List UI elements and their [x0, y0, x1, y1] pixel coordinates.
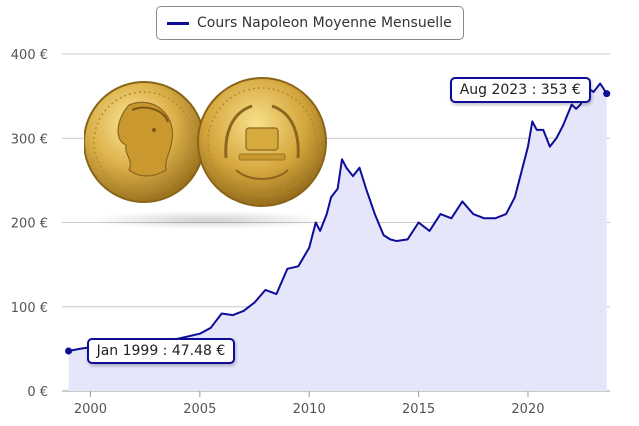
- y-tick-label: 300 €: [11, 132, 48, 147]
- series-line[interactable]: [68, 82, 608, 352]
- data-point[interactable]: [555, 137, 558, 140]
- data-point[interactable]: [220, 312, 223, 315]
- data-point[interactable]: [505, 213, 508, 216]
- data-point[interactable]: [198, 332, 201, 335]
- data-point[interactable]: [308, 246, 311, 249]
- legend-swatch: [167, 21, 189, 25]
- tooltip-end: Aug 2023 : 353 €: [449, 76, 591, 103]
- data-point[interactable]: [472, 213, 475, 216]
- data-point[interactable]: [336, 187, 339, 190]
- data-point[interactable]: [592, 90, 595, 93]
- data-point[interactable]: [351, 175, 354, 178]
- x-tick-label: 2010: [293, 402, 326, 417]
- axis-layer: 0 € 100 € 200 € 300 € 400 € 2000 2005 2010 2015 2…: [11, 48, 545, 417]
- y-tick-label: 200 €: [11, 217, 48, 232]
- napoleon-coins-image: [84, 77, 328, 229]
- data-point[interactable]: [286, 267, 289, 270]
- data-point[interactable]: [548, 145, 551, 148]
- data-point[interactable]: [358, 166, 361, 169]
- data-point[interactable]: [345, 166, 348, 169]
- y-tick-label: 400 €: [11, 48, 48, 63]
- legend-label: Cours Napoleon Moyenne Mensuelle: [197, 15, 452, 31]
- data-point[interactable]: [526, 145, 529, 148]
- data-point[interactable]: [242, 309, 245, 312]
- data-point[interactable]: [382, 234, 385, 237]
- data-point[interactable]: [231, 314, 234, 317]
- data-point[interactable]: [209, 326, 212, 329]
- data-point[interactable]: [542, 128, 545, 131]
- data-point[interactable]: [579, 103, 582, 106]
- tooltip-start: Jan 1999 : 47.48 €: [86, 337, 236, 364]
- x-tick-label: 2015: [402, 402, 435, 417]
- data-point[interactable]: [531, 120, 534, 123]
- data-point[interactable]: [365, 187, 368, 190]
- data-point[interactable]: [520, 170, 523, 173]
- coin-reverse: [197, 77, 327, 207]
- data-point[interactable]: [570, 103, 573, 106]
- data-point[interactable]: [253, 301, 256, 304]
- data-point[interactable]: [389, 238, 392, 241]
- annotation-marker[interactable]: [603, 90, 611, 98]
- data-point[interactable]: [264, 288, 267, 291]
- data-point[interactable]: [513, 196, 516, 199]
- data-point[interactable]: [483, 217, 486, 220]
- x-tick-label: 2005: [183, 402, 216, 417]
- x-tick-label: 2020: [511, 402, 544, 417]
- y-tick-label: 0 €: [27, 385, 48, 400]
- data-point[interactable]: [395, 240, 398, 243]
- chart-legend[interactable]: Cours Napoleon Moyenne Mensuelle: [156, 6, 464, 40]
- data-point[interactable]: [599, 82, 602, 85]
- data-point[interactable]: [341, 158, 344, 161]
- data-point[interactable]: [78, 347, 81, 350]
- data-point[interactable]: [428, 229, 431, 232]
- data-point[interactable]: [461, 200, 464, 203]
- data-point[interactable]: [575, 107, 578, 110]
- data-point[interactable]: [373, 213, 376, 216]
- data-point[interactable]: [535, 128, 538, 131]
- x-tick-label: 2000: [74, 402, 107, 417]
- series-area-fill: [68, 83, 607, 392]
- annotation-marker[interactable]: [65, 347, 73, 355]
- data-point[interactable]: [297, 265, 300, 268]
- data-point[interactable]: [275, 293, 278, 296]
- data-point[interactable]: [417, 221, 420, 224]
- data-point[interactable]: [406, 238, 409, 241]
- data-point[interactable]: [494, 217, 497, 220]
- data-point[interactable]: [561, 124, 564, 127]
- data-point[interactable]: [450, 217, 453, 220]
- area-layer: [65, 82, 611, 392]
- data-point[interactable]: [439, 213, 442, 216]
- y-tick-label: 100 €: [11, 301, 48, 316]
- coin-obverse: [84, 81, 205, 203]
